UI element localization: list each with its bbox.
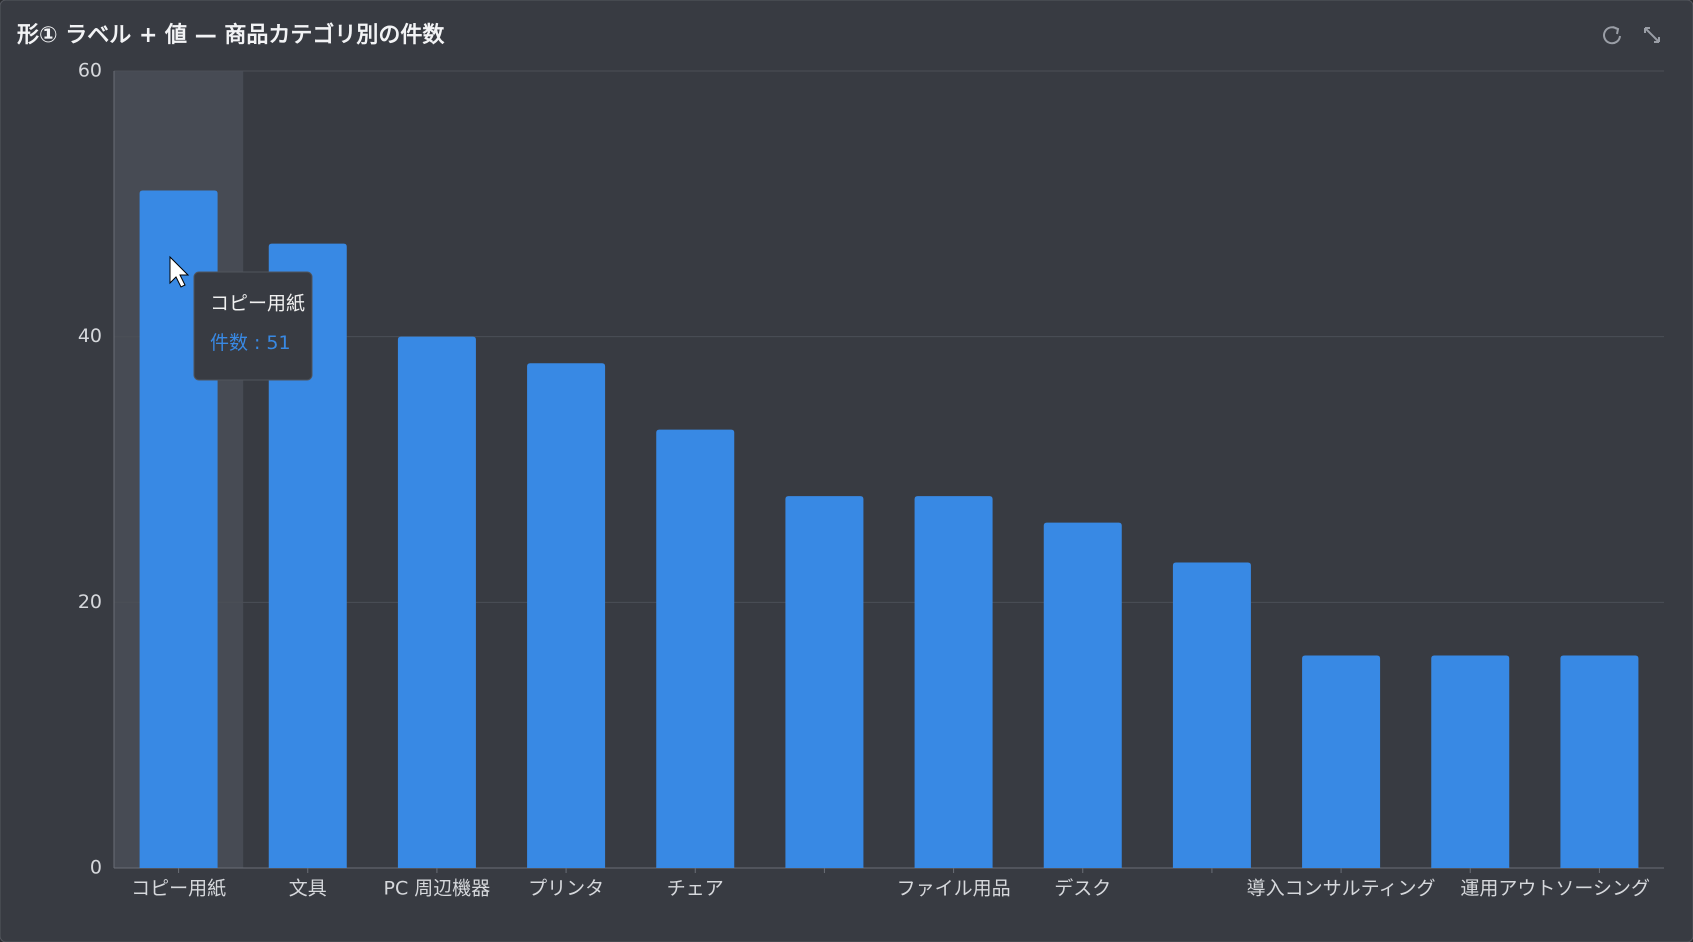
bar [1043, 522, 1122, 868]
x-tick-label: ファイル用品 [897, 878, 1011, 900]
y-tick-label: 40 [78, 325, 102, 347]
cursor [169, 255, 190, 288]
x-tick-label: コピー用紙 [131, 878, 226, 900]
bar [785, 496, 864, 868]
tooltip [193, 271, 313, 381]
tooltip-separator: : [254, 332, 260, 354]
tooltip-series: 件数 [210, 332, 248, 354]
y-tick-label: 60 [78, 60, 102, 82]
bar [656, 429, 735, 868]
y-tick-label: 0 [90, 857, 102, 879]
bar [1302, 655, 1381, 868]
y-tick-label: 20 [78, 591, 102, 613]
bar [527, 363, 606, 868]
x-tick-label: 文具 [289, 878, 327, 900]
x-tick-label: 導入コンサルティング [1247, 878, 1436, 900]
x-tick-label: チェア [667, 878, 724, 900]
x-tick-label: デスク [1054, 878, 1111, 900]
refresh-icon[interactable] [1603, 26, 1621, 45]
bar [914, 496, 993, 868]
x-tick-label: 運用アウトソーシング [1460, 878, 1650, 900]
expand-icon[interactable] [1644, 27, 1660, 43]
bar [268, 243, 347, 868]
tooltip-number: 51 [266, 332, 290, 354]
bar [397, 336, 476, 869]
x-tick-label: PC 周辺機器 [384, 878, 491, 900]
x-tick-label: プリンタ [528, 878, 604, 900]
bar [1172, 562, 1251, 868]
chart-title: 形① ラベル + 値 — 商品カテゴリ別の件数 [17, 22, 445, 48]
tooltip-value: 件数:51 [210, 332, 291, 354]
bar [1560, 655, 1639, 868]
tooltip-title: コピー用紙 [210, 293, 305, 315]
bar [1431, 655, 1510, 868]
